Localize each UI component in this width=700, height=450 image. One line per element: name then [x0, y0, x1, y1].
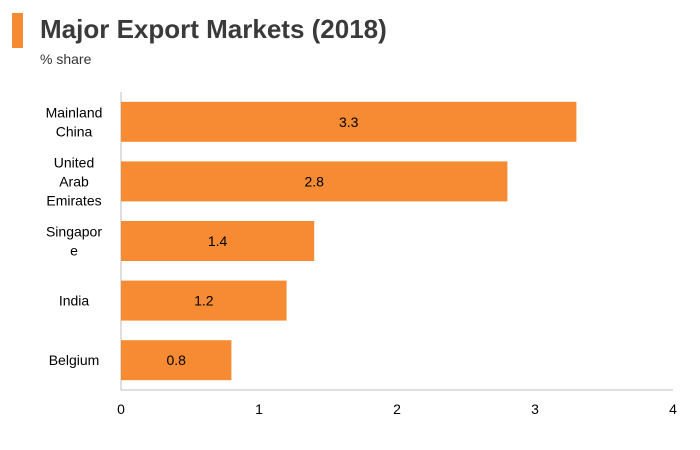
- bar: [121, 280, 287, 321]
- data-label: 2.8: [304, 173, 324, 189]
- x-tick-label: 1: [255, 401, 263, 417]
- data-label: 3.3: [339, 114, 359, 130]
- category-label: United Arab Emirates: [46, 154, 101, 208]
- data-label: 1.4: [208, 233, 228, 249]
- category-label: India: [59, 293, 90, 309]
- x-tick-label: 4: [669, 401, 677, 417]
- title-accent-bar: [12, 13, 23, 48]
- bar: [121, 161, 508, 202]
- category-label: Belgium: [49, 352, 100, 368]
- category-label: Mainland China: [46, 104, 103, 139]
- data-label: 0.8: [166, 352, 186, 368]
- x-tick-label: 0: [117, 401, 125, 417]
- bar: [121, 221, 315, 261]
- bar: [121, 340, 232, 381]
- x-tick-label: 3: [531, 401, 539, 417]
- data-label: 1.2: [194, 293, 214, 309]
- chart-subtitle: % share: [40, 51, 92, 67]
- category-label: Singapor e: [46, 224, 102, 259]
- bar: [121, 101, 577, 142]
- chart-title: Major Export Markets (2018): [40, 14, 387, 44]
- x-tick-label: 2: [393, 401, 401, 417]
